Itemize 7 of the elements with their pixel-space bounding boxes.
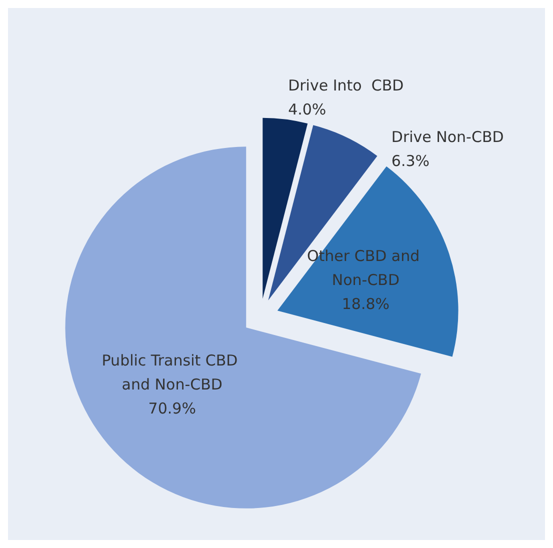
slice-label: Drive Non-CBD — [391, 128, 504, 146]
slice-label: Drive Into CBD — [288, 76, 404, 94]
data-label: 6.3% — [391, 152, 430, 170]
data-label: 18.8% — [342, 295, 390, 314]
data-label: 70.9% — [148, 400, 196, 418]
data-label: 4.0% — [288, 100, 326, 118]
slice-label: Public Transit CBD and Non-CBD — [102, 352, 242, 394]
